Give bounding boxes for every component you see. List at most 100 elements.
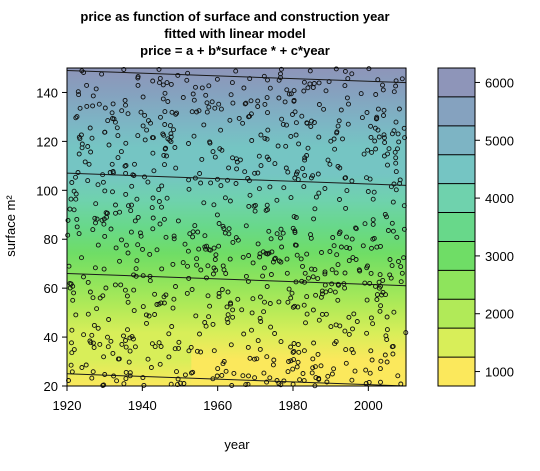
scatter-point [84,103,90,109]
scatter-point [220,223,226,229]
scatter-point [272,256,278,262]
contour-line-3000 [66,272,407,287]
scatter-point [154,302,160,307]
scatter-point [264,379,270,385]
scatter-point [367,370,373,376]
scatter-point [271,357,277,363]
scatter-point [274,231,280,237]
scatter-point [185,70,191,76]
scatter-point [100,179,106,185]
fill-strip [326,68,339,386]
scatter-point [377,272,383,278]
scatter-point [261,309,267,315]
scatter-point [399,270,405,276]
scatter-point [304,311,310,317]
scatter-point [369,357,375,363]
scatter-point [290,225,296,231]
scatter-point [126,359,132,365]
scatter-point [73,196,79,202]
scatter-point [320,291,325,297]
scatter-point [201,122,207,128]
scatter-point [89,135,95,141]
scatter-point [275,143,281,149]
scatter-point [240,254,246,260]
scatter-point [115,133,121,139]
scatter-point [349,71,355,77]
scatter-point [175,218,181,224]
scatter-point [147,273,153,279]
contour-line-6000 [66,69,407,84]
scatter-point [149,205,155,211]
scatter-point [143,312,149,318]
scatter-point [180,95,186,100]
scatter-point [158,114,163,120]
scatter-point [369,245,374,251]
scatter-point [353,257,359,262]
scatter-point [246,373,251,379]
scatter-point [239,307,245,313]
scatter-point [215,366,221,372]
scatter-point [161,152,167,158]
scatter-point [145,179,151,185]
scatter-point [203,92,209,98]
scatter-point [375,106,381,112]
scatter-point [201,200,207,206]
scatter-point [293,279,299,285]
scatter-point [272,331,278,336]
scatter-point [156,199,162,204]
scatter-point [255,170,261,176]
scatter-point [250,260,256,266]
scatter-point [301,378,307,384]
scatter-point [364,330,370,336]
scatter-point [174,369,179,375]
scatter-point [125,250,131,256]
scatter-point [115,356,121,362]
scatter-point [335,297,341,303]
scatter-point [193,313,199,319]
scatter-point [304,251,310,257]
scatter-point [157,221,163,227]
scatter-point [312,364,318,370]
scatter-point [316,102,322,107]
scatter-point [170,305,176,311]
scatter-point [291,348,297,354]
scatter-point [90,227,96,233]
contour-line-1500 [66,373,407,387]
scatter-point [293,215,299,220]
scatter-point [374,297,380,302]
scatter-point [131,287,137,293]
scatter-point [328,324,334,330]
scatter-point [131,173,137,178]
scatter-point [79,145,85,151]
scatter-point [99,71,105,77]
scatter-point [268,272,274,277]
scatter-point [76,92,82,98]
scatter-point [184,77,190,83]
scatter-point [95,325,101,331]
scatter-point [145,356,151,362]
scatter-point [336,118,342,124]
scatter-point [347,245,353,251]
fill-strip [123,68,136,386]
scatter-point [222,230,228,236]
scatter-point [126,203,131,209]
scatter-point [302,172,308,178]
scatter-point [309,370,315,376]
scatter-point [93,220,98,226]
scatter-point [173,284,178,289]
scatter-point [140,94,146,100]
scatter-point [292,303,298,309]
scatter-point [360,243,366,249]
scatter-point [377,308,383,314]
scatter-point [114,125,120,131]
scatter-point [288,195,294,201]
scatter-point [282,99,288,105]
scatter-point [311,120,317,125]
scatter-point [161,216,167,222]
fill-strip [202,68,215,386]
scatter-point [349,347,355,352]
scatter-point [395,131,401,137]
scatter-point [306,275,311,281]
scatter-point [198,180,204,186]
scatter-point [329,267,335,273]
